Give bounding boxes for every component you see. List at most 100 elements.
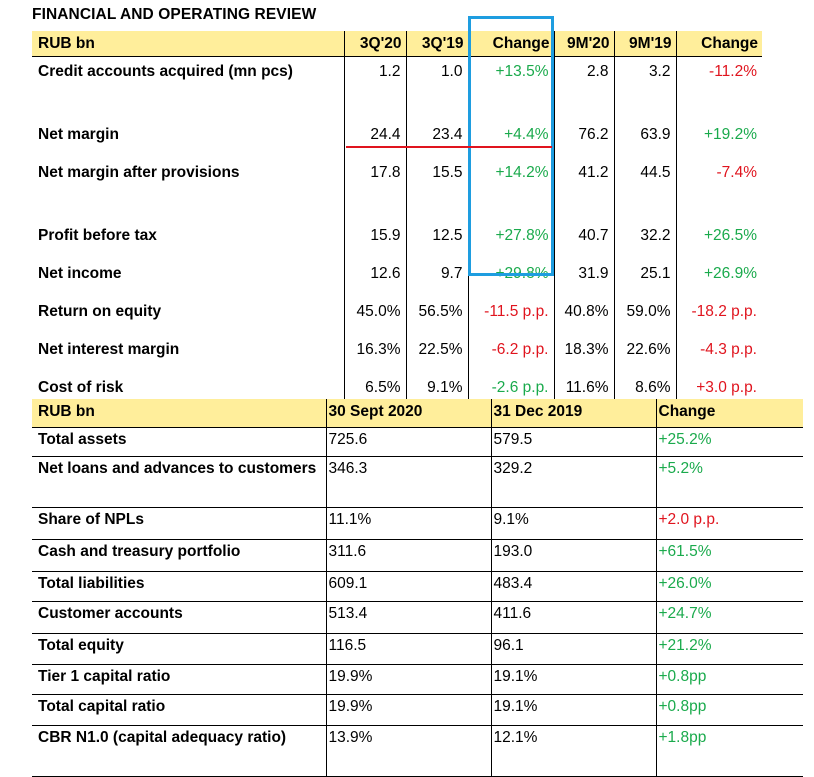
balance-header-cell: Change <box>655 399 803 428</box>
operating-row-label: Cost of risk <box>38 379 124 396</box>
change-cell: -11.5 p.p. <box>467 297 554 335</box>
value-cell: 9.7 <box>405 259 468 297</box>
value-cell: 1.0 <box>405 56 468 120</box>
balance-row: Total equity 116.5 96.1 +21.2% <box>32 633 803 665</box>
value-cell: 311.6 <box>325 539 491 572</box>
value-cell: 22.5% <box>405 335 468 373</box>
value-cell: 12.5 <box>405 221 468 259</box>
change-cell: +25.2% <box>655 427 803 457</box>
change-cell: -4.3 p.p. <box>675 335 762 373</box>
balance-row: CBR N1.0 (capital adequacy ratio) 13.9% 12… <box>32 725 803 777</box>
value-cell: 40.7 <box>553 221 614 259</box>
balance-row-label: Total liabilities <box>32 571 326 602</box>
balance-table: RUB bn 30 Sept 2020 31 Dec 2019 Change Total… <box>32 399 803 777</box>
balance-row: Cash and treasury portfolio 311.6 193.0 +61… <box>32 539 803 572</box>
value-cell: 346.3 <box>325 456 491 508</box>
value-cell: 12.6 <box>343 259 406 297</box>
change-cell: +19.2% <box>675 120 762 158</box>
value-cell: 11.1% <box>325 507 491 540</box>
value-cell: 193.0 <box>490 539 656 572</box>
operating-row-label: Net income <box>38 265 122 282</box>
change-cell: +0.8pp <box>655 694 803 726</box>
operating-header-cell: Change <box>675 31 762 57</box>
value-cell: 483.4 <box>490 571 656 602</box>
balance-row: Total liabilities 609.1 483.4 +26.0% <box>32 571 803 602</box>
change-cell: -18.2 p.p. <box>675 297 762 335</box>
change-cell: +0.8pp <box>655 664 803 695</box>
balance-row-label: Total equity <box>32 633 326 665</box>
value-cell: 1.2 <box>343 56 406 120</box>
value-cell: 44.5 <box>613 158 676 221</box>
balance-row-label: Customer accounts <box>32 601 326 634</box>
value-cell: 19.1% <box>490 664 656 695</box>
balance-row: Share of NPLs 11.1% 9.1% +2.0 p.p. <box>32 507 803 540</box>
change-cell: +21.2% <box>655 633 803 665</box>
value-cell: 15.9 <box>343 221 406 259</box>
balance-row-label: Net loans and advances to customers <box>32 456 326 508</box>
balance-row-label: Total capital ratio <box>32 694 326 726</box>
value-cell: 16.3% <box>343 335 406 373</box>
value-cell: 18.3% <box>553 335 614 373</box>
value-cell: 32.2 <box>613 221 676 259</box>
change-cell: -7.4% <box>675 158 762 221</box>
value-cell: 56.5% <box>405 297 468 335</box>
operating-row-label: Profit before tax <box>38 227 157 244</box>
value-cell: 19.9% <box>325 694 491 726</box>
value-cell: 513.4 <box>325 601 491 634</box>
underline-mark <box>346 146 552 148</box>
value-cell: 63.9 <box>613 120 676 158</box>
operating-row: Credit accounts acquired (mn pcs) 1.2 1.0 +… <box>32 56 762 120</box>
operating-header-cell: RUB bn <box>32 31 344 57</box>
operating-table: RUB bn 3Q'20 3Q'19 Change 9M'20 9M'19 Change Cr… <box>32 31 762 411</box>
operating-row: Net margin 24.4 23.4 +4.4% 76.2 63.9 +19.2% <box>32 120 762 158</box>
balance-row-label: CBR N1.0 (capital adequacy ratio) <box>32 725 326 777</box>
operating-header-cell: 9M'20 <box>553 31 614 57</box>
value-cell: 17.8 <box>343 158 406 221</box>
operating-row-label: Credit accounts acquired (mn pcs) <box>38 63 293 80</box>
value-cell: 3.2 <box>613 56 676 120</box>
balance-row: Total assets 725.6 579.5 +25.2% <box>32 427 803 457</box>
value-cell: 22.6% <box>613 335 676 373</box>
balance-row-label: Total assets <box>32 427 326 457</box>
value-cell: 40.8% <box>553 297 614 335</box>
change-cell: +26.9% <box>675 259 762 297</box>
operating-row-label: Net margin <box>38 126 119 143</box>
operating-header-row: RUB bn 3Q'20 3Q'19 Change 9M'20 9M'19 Change <box>32 31 762 57</box>
operating-row: Return on equity 45.0% 56.5% -11.5 p.p. 40.8… <box>32 297 762 335</box>
change-cell: +14.2% <box>467 158 554 221</box>
operating-row-label: Return on equity <box>38 303 162 320</box>
operating-row-label: Net interest margin <box>38 341 180 358</box>
balance-row: Net loans and advances to customers 346.3… <box>32 456 803 508</box>
operating-header-cell: 3Q'19 <box>405 31 468 57</box>
value-cell: 12.1% <box>490 725 656 777</box>
change-cell: +24.7% <box>655 601 803 634</box>
balance-row: Tier 1 capital ratio 19.9% 19.1% +0.8pp <box>32 664 803 695</box>
value-cell: 24.4 <box>343 120 406 158</box>
change-cell: +2.0 p.p. <box>655 507 803 540</box>
operating-header-cell: 9M'19 <box>613 31 676 57</box>
value-cell: 25.1 <box>613 259 676 297</box>
balance-row-label: Tier 1 capital ratio <box>32 664 326 695</box>
value-cell: 9.1% <box>490 507 656 540</box>
change-cell: +13.5% <box>467 56 554 120</box>
balance-row-label: Share of NPLs <box>32 507 326 540</box>
value-cell: 23.4 <box>405 120 468 158</box>
operating-row: Net income 12.6 9.7 +29.8% 31.9 25.1 +26.9% <box>32 259 762 297</box>
report-title: FINANCIAL AND OPERATING REVIEW <box>32 6 317 23</box>
balance-header-row: RUB bn 30 Sept 2020 31 Dec 2019 Change <box>32 399 803 428</box>
value-cell: 41.2 <box>553 158 614 221</box>
change-cell: +1.8pp <box>655 725 803 777</box>
value-cell: 96.1 <box>490 633 656 665</box>
balance-header-cell: 31 Dec 2019 <box>490 399 656 428</box>
operating-header-cell: 3Q'20 <box>343 31 406 57</box>
change-cell: +27.8% <box>467 221 554 259</box>
change-cell: +26.5% <box>675 221 762 259</box>
operating-header-cell: Change <box>467 31 554 57</box>
operating-row-label: Net margin after provisions <box>38 164 240 181</box>
change-cell: +61.5% <box>655 539 803 572</box>
value-cell: 76.2 <box>553 120 614 158</box>
change-cell: +26.0% <box>655 571 803 602</box>
value-cell: 116.5 <box>325 633 491 665</box>
balance-row-label: Cash and treasury portfolio <box>32 539 326 572</box>
value-cell: 609.1 <box>325 571 491 602</box>
